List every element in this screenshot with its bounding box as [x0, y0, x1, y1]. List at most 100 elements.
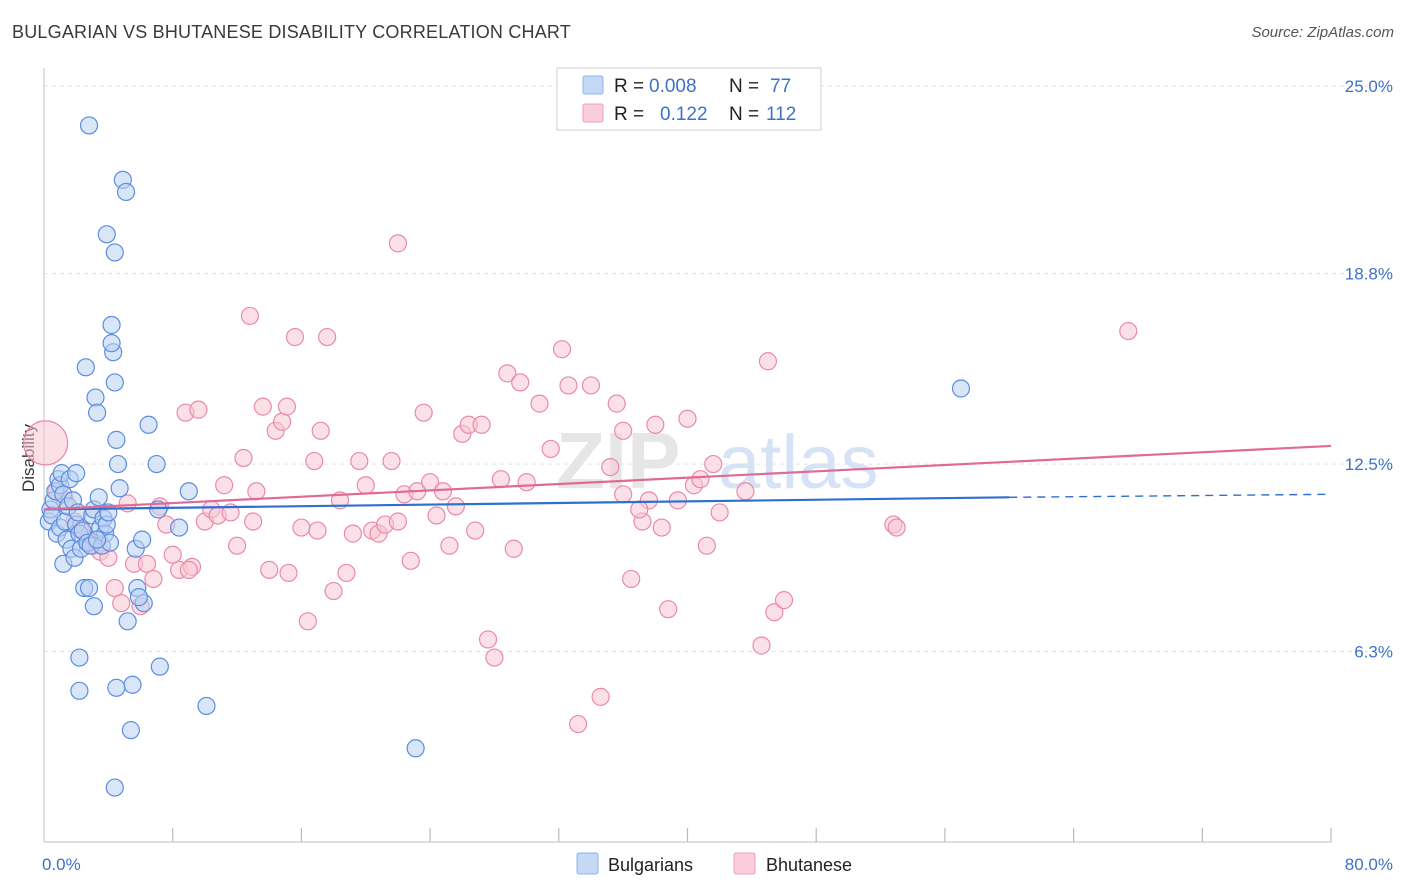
bhutanese-point	[472, 415, 491, 434]
series-legend-label-bulgarians: Bulgarians	[608, 855, 693, 875]
bhutanese-point	[244, 512, 263, 531]
bhutanese-point	[247, 482, 266, 501]
bulgarians-point	[147, 454, 166, 474]
stats-legend-n-value-bhutanese: 112	[766, 104, 796, 125]
bhutanese-point	[105, 578, 124, 598]
bhutanese-point	[541, 439, 560, 459]
bulgarians-point	[86, 388, 105, 407]
stats-legend-n-label-bhutanese: N =	[729, 104, 759, 125]
bulgarians-point	[139, 415, 158, 434]
bhutanese-point	[356, 476, 375, 495]
bulgarians-point	[110, 479, 129, 498]
bhutanese-point	[215, 476, 234, 495]
bhutanese-point	[112, 594, 131, 613]
bhutanese-point	[569, 714, 588, 734]
bhutanese-point	[710, 503, 729, 522]
x-tick-labels: 0.0% 80.0%	[42, 855, 1393, 874]
bhutanese-point	[189, 400, 208, 419]
bhutanese-point	[285, 327, 305, 347]
bhutanese-point	[298, 612, 317, 631]
bhutanese-point	[179, 560, 198, 579]
bhutanese-point	[144, 569, 163, 589]
series-legend-label-bhutanese: Bhutanese	[766, 855, 852, 875]
bhutanese-point	[478, 630, 498, 649]
bhutanese-point	[343, 524, 362, 543]
bhutanese-point	[652, 518, 671, 537]
bhutanese-point	[485, 648, 504, 667]
bhutanese-point	[382, 451, 401, 471]
bhutanese-point	[887, 518, 906, 537]
bulgarians-point	[70, 648, 89, 667]
bhutanese-point	[758, 352, 778, 371]
series-bhutanese-points	[23, 234, 1138, 734]
bulgarians-point	[951, 379, 971, 398]
bulgarians-point	[79, 578, 99, 598]
bulgarians-point	[87, 403, 107, 422]
bulgarians-point	[116, 182, 136, 202]
bhutanese-point	[240, 306, 260, 326]
bhutanese-point	[440, 536, 459, 555]
bhutanese-point	[324, 581, 343, 601]
series-legend-swatch-bhutanese	[733, 852, 756, 875]
bhutanese-point	[704, 454, 723, 474]
bhutanese-point	[337, 563, 356, 583]
bulgarians-point	[121, 721, 140, 740]
bhutanese-point	[491, 470, 510, 489]
stats-legend-r-value-bulgarians: 0.008	[649, 76, 697, 97]
bhutanese-point	[691, 470, 710, 489]
stats-legend: R = 0.008 N = 77 R = 0.122 N = 112	[556, 67, 822, 131]
bhutanese-point	[279, 563, 298, 583]
bulgarians-point	[123, 675, 142, 694]
bulgarians-trend-line	[43, 496, 1010, 511]
bhutanese-point	[163, 545, 182, 564]
bhutanese-point	[23, 420, 69, 466]
bhutanese-point	[234, 448, 253, 468]
bulgarians-point	[105, 373, 124, 392]
y-tick-label-2: 12.5%	[1345, 455, 1393, 474]
bulgarians-point	[133, 530, 152, 549]
bhutanese-point	[622, 569, 641, 589]
bhutanese-point	[630, 500, 649, 519]
bhutanese-point	[253, 397, 272, 416]
bhutanese-point	[697, 536, 716, 555]
chart-title: BULGARIAN VS BHUTANESE DISABILITY CORREL…	[12, 22, 571, 42]
bulgarians-point	[129, 588, 149, 607]
bhutanese-point	[466, 521, 485, 540]
bhutanese-point	[498, 364, 517, 383]
bhutanese-point	[614, 421, 633, 440]
series-legend: Bulgarians Bhutanese	[576, 852, 852, 875]
bulgarians-point	[70, 681, 89, 700]
bulgarians-point	[97, 225, 116, 244]
bulgarians-point	[105, 778, 124, 797]
bhutanese-point	[260, 560, 279, 579]
bulgarians-point	[179, 482, 198, 501]
bhutanese-point	[350, 451, 369, 471]
bhutanese-point	[227, 536, 247, 555]
x-tick-label-right: 80.0%	[1345, 855, 1393, 874]
bhutanese-point	[552, 340, 572, 359]
y-tick-labels: 25.0% 18.8% 12.5% 6.3%	[1345, 77, 1393, 661]
bulgarians-point	[76, 358, 95, 377]
bhutanese-point	[446, 497, 465, 516]
bhutanese-point	[646, 415, 665, 434]
stats-legend-swatch-bulgarians	[582, 75, 604, 95]
bhutanese-point	[511, 373, 530, 392]
bhutanese-point	[305, 451, 324, 471]
bulgarians-point	[79, 116, 99, 135]
bulgarians-point	[107, 430, 126, 449]
bulgarians-point	[197, 696, 216, 716]
bhutanese-point	[137, 554, 157, 573]
trend-lines	[43, 444, 1332, 511]
bhutanese-point	[388, 234, 408, 253]
bulgarians-point	[87, 530, 107, 549]
bulgarians-point	[118, 612, 137, 631]
stats-legend-n-value-bulgarians: 77	[770, 76, 791, 97]
bhutanese-point	[433, 482, 453, 501]
bhutanese-point	[308, 521, 327, 540]
bhutanese-point	[401, 551, 420, 570]
bhutanese-point	[736, 482, 755, 501]
y-tick-label-0: 25.0%	[1345, 77, 1393, 96]
bhutanese-point	[318, 327, 337, 347]
bhutanese-point	[530, 394, 549, 413]
bulgarians-point	[149, 500, 168, 519]
